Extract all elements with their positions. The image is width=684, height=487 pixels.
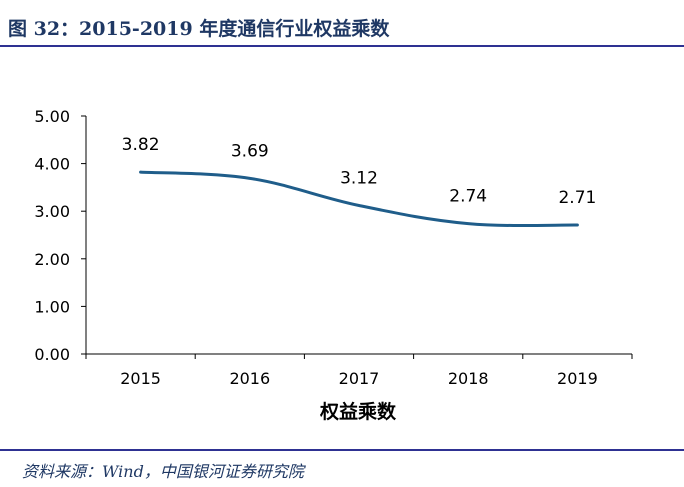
x-tick-label: 2018 — [448, 369, 489, 388]
source-rule — [0, 449, 684, 451]
source-note: 资料来源：Wind，中国银河证券研究院 — [22, 462, 304, 481]
y-tick-label: 1.00 — [34, 297, 70, 316]
y-tick-label: 5.00 — [34, 107, 70, 126]
data-label: 2.71 — [558, 188, 596, 208]
x-tick-label: 2016 — [229, 369, 270, 388]
y-tick-label: 0.00 — [34, 345, 70, 364]
data-label: 3.12 — [340, 168, 378, 188]
x-tick-label: 2017 — [339, 369, 380, 388]
data-label: 2.74 — [449, 187, 487, 207]
figure-title: 图 32：2015-2019 年度通信行业权益乘数 — [8, 18, 390, 40]
data-label: 3.82 — [122, 135, 160, 155]
x-tick-label: 2019 — [557, 369, 598, 388]
chart-marks: 3.82 3.69 3.12 2.74 2.71 — [122, 135, 596, 228]
x-axis-title: 权益乘数 — [319, 400, 397, 423]
y-tick-label: 2.00 — [34, 250, 70, 269]
data-label: 3.69 — [231, 141, 269, 161]
title-rule — [0, 45, 684, 47]
x-tick-label: 2015 — [120, 369, 161, 388]
y-tick-label: 4.00 — [34, 155, 70, 174]
y-tick-label: 3.00 — [34, 202, 70, 221]
chart-axes: 0.00 1.00 2.00 3.00 4.00 5.00 2015 2016 2017 2018… — [34, 107, 633, 388]
